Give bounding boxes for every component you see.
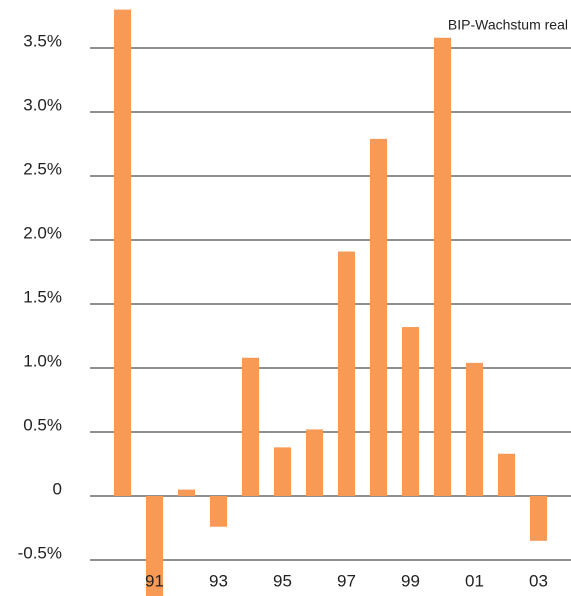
bar	[498, 453, 515, 496]
x-tick-label: 91	[145, 571, 164, 590]
x-tick-label: 95	[273, 571, 292, 590]
bar	[242, 357, 259, 496]
x-tick-label: 97	[337, 571, 356, 590]
bar	[114, 9, 131, 496]
y-tick-label: 3.5%	[23, 31, 62, 50]
x-tick-label: 93	[209, 571, 228, 590]
bar	[274, 447, 291, 496]
bar	[146, 496, 163, 596]
bar	[338, 251, 355, 496]
y-tick-label: 1.0%	[23, 351, 62, 370]
bar	[466, 362, 483, 496]
y-tick-label: 0.5%	[23, 415, 62, 434]
chart-title: BIP-Wachstum real	[448, 17, 568, 33]
y-tick-label: 0	[53, 479, 62, 498]
y-tick-label: 3.0%	[23, 95, 62, 114]
y-tick-label: 2.5%	[23, 159, 62, 178]
y-tick-label: 1.5%	[23, 287, 62, 306]
bar	[210, 496, 227, 527]
bar	[370, 138, 387, 496]
bar	[306, 429, 323, 496]
x-tick-label: 99	[401, 571, 420, 590]
x-tick-label: 03	[529, 571, 548, 590]
bar	[402, 327, 419, 496]
bar	[178, 489, 195, 496]
bar	[530, 496, 547, 541]
bar	[434, 37, 451, 496]
y-tick-label: 2.0%	[23, 223, 62, 242]
y-tick-label: -0.5%	[18, 543, 62, 562]
x-tick-label: 01	[465, 571, 484, 590]
